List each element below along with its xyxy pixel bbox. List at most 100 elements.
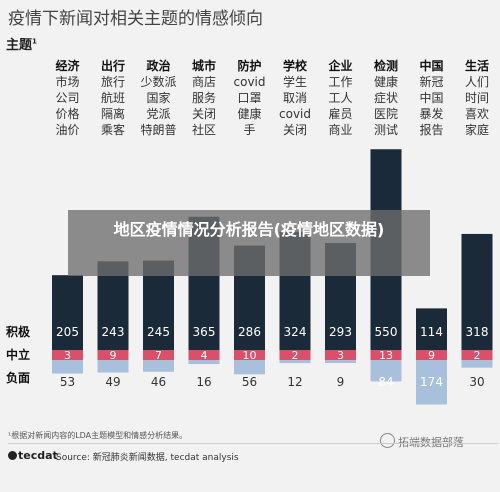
category-keyword: 喜欢 — [464, 107, 489, 121]
category-keyword: 少数派 — [140, 75, 177, 89]
category-keyword: 航班 — [100, 91, 125, 105]
label-negative-9: 30 — [469, 375, 484, 389]
category-keyword: 工人 — [328, 91, 353, 105]
label-negative-2: 46 — [151, 375, 166, 389]
label-positive-1: 243 — [102, 325, 125, 339]
label-positive-2: 245 — [147, 325, 170, 339]
bar-positive-8 — [416, 308, 447, 350]
label-negative-1: 49 — [105, 375, 120, 389]
bar-neutral-8 — [416, 350, 447, 360]
category-keyword: 症状 — [373, 91, 398, 105]
bar-negative-8 — [416, 360, 447, 405]
category-label-0: 经济 市场 公司 价格 油价 — [45, 58, 91, 138]
category-keyword: 油价 — [55, 123, 80, 137]
label-positive-5: 324 — [284, 325, 307, 339]
category-keyword: 乘客 — [100, 123, 125, 137]
bar-neutral-3 — [188, 350, 220, 360]
bar-neutral-5 — [279, 350, 311, 360]
category-keyword: 学生 — [282, 75, 307, 89]
category-name: 中国 — [419, 59, 444, 73]
row-label-neutral: 中立 — [6, 348, 31, 362]
bar-neutral-7 — [370, 350, 402, 360]
bar-positive-1 — [97, 261, 129, 350]
footnote: ¹根据对新闻内容的LDA主题模型和情感分析结果。 — [8, 431, 188, 440]
category-keyword: 关闭 — [282, 123, 307, 137]
label-neutral-7: 13 — [379, 349, 393, 362]
category-keyword: 测试 — [373, 123, 398, 137]
bar-negative-7 — [370, 360, 402, 382]
logo-text: tecdat — [18, 449, 58, 462]
category-label-7: 检测 健康 症状 医院 测试 — [363, 58, 409, 138]
label-negative-8: 174 — [420, 375, 443, 389]
category-keyword: 关闭 — [191, 107, 216, 121]
bar-positive-0 — [52, 275, 83, 350]
category-keyword: 价格 — [55, 107, 80, 121]
topic-heading: 主题1 — [6, 34, 37, 53]
category-label-3: 城市 商店 服务 关闭 社区 — [181, 58, 227, 138]
category-keyword: 社区 — [191, 123, 216, 137]
category-keyword: 旅行 — [100, 75, 125, 89]
topic-heading-text: 主题 — [6, 38, 33, 53]
category-keyword: 商店 — [191, 75, 216, 89]
category-name: 出行 — [100, 59, 125, 73]
tecdat-logo: tecdat — [8, 449, 58, 462]
label-neutral-1: 9 — [110, 349, 117, 362]
label-positive-8: 114 — [420, 325, 443, 339]
label-negative-6: 9 — [337, 375, 345, 389]
category-keyword: 手 — [243, 123, 256, 137]
bar-negative-4 — [234, 360, 265, 375]
bar-negative-1 — [97, 360, 129, 373]
category-label-8: 中国 新冠 中国 暴发 报告 — [409, 58, 455, 138]
category-keyword: 健康 — [237, 107, 262, 121]
category-label-4: 防护 covid 口罩 健康手 — [227, 58, 273, 138]
topic-heading-footnote-mark: 1 — [32, 37, 37, 46]
row-label-positive: 积极 — [6, 325, 31, 339]
label-positive-4: 286 — [238, 325, 261, 339]
bar-negative-5 — [279, 360, 311, 364]
label-negative-7: 84 — [378, 375, 393, 389]
label-positive-6: 293 — [329, 325, 352, 339]
bar-neutral-6 — [325, 350, 356, 360]
category-name: 经济 — [55, 59, 80, 73]
category-keyword: 暴发 — [419, 107, 444, 121]
bar-negative-9 — [461, 360, 493, 368]
label-neutral-8: 9 — [428, 349, 435, 362]
label-negative-0: 53 — [60, 375, 75, 389]
bar-positive-9 — [461, 233, 493, 350]
bar-negative-6 — [325, 360, 356, 363]
report-overlay-banner: 地区疫情情况分析报告(疫情地区数据) — [68, 210, 430, 276]
label-negative-4: 56 — [242, 375, 257, 389]
bar-neutral-4 — [234, 350, 265, 360]
category-keyword: 商业 — [328, 123, 353, 137]
category-keyword: 隔离 — [100, 107, 125, 121]
category-keyword: covid — [233, 75, 266, 89]
category-keyword: covid — [279, 107, 311, 121]
category-label-2: 政治少数派国家党派特朗普 — [136, 58, 182, 138]
label-neutral-3: 4 — [201, 349, 208, 362]
category-keyword: 工作 — [328, 75, 353, 89]
category-keyword: 党派 — [146, 107, 171, 121]
watermark-icon — [380, 433, 395, 448]
category-keyword: 人们 — [464, 75, 489, 89]
label-positive-9: 318 — [466, 325, 489, 339]
source-row: tecdat Source: 新冠肺炎新闻数据, tecdat analysis — [8, 443, 498, 466]
category-keyword: 家庭 — [464, 123, 489, 137]
watermark: 拓端数据部落 — [380, 433, 464, 450]
category-keyword: 国家 — [146, 91, 171, 105]
label-negative-5: 12 — [287, 375, 302, 389]
category-keyword: 特朗普 — [140, 123, 177, 137]
category-name: 检测 — [373, 59, 398, 73]
category-keyword: 口罩 — [237, 91, 262, 105]
category-keyword: 中国 — [419, 91, 444, 105]
source-text: Source: 新冠肺炎新闻数据, tecdat analysis — [56, 453, 239, 463]
watermark-text: 拓端数据部落 — [398, 436, 464, 449]
bar-negative-2 — [143, 360, 174, 372]
bar-negative-3 — [188, 360, 220, 365]
category-name: 生活 — [464, 59, 489, 73]
row-label-negative: 负面 — [6, 371, 31, 385]
label-positive-0: 205 — [56, 325, 79, 339]
category-keyword: 医院 — [373, 107, 398, 121]
label-neutral-0: 3 — [64, 349, 71, 362]
category-name: 政治 — [146, 59, 171, 73]
category-keyword: 市场 — [55, 75, 80, 89]
